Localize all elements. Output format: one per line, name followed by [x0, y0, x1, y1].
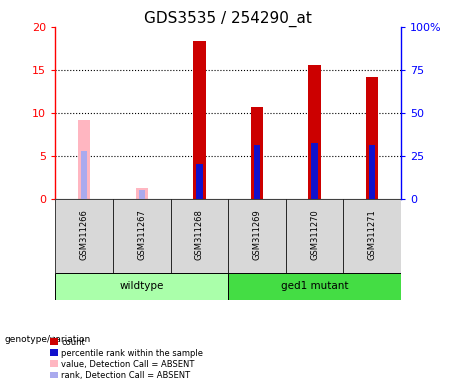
Bar	[113, 199, 171, 273]
Legend: count, percentile rank within the sample, value, Detection Call = ABSENT, rank, : count, percentile rank within the sample…	[50, 338, 203, 380]
Bar	[343, 199, 401, 273]
Bar	[55, 199, 113, 273]
Bar	[196, 164, 203, 199]
Bar	[228, 199, 286, 273]
Bar	[193, 41, 206, 199]
Polygon shape	[53, 337, 57, 343]
Text: GSM311268: GSM311268	[195, 209, 204, 260]
Bar	[366, 77, 378, 199]
Bar	[228, 273, 401, 300]
Bar	[81, 151, 87, 199]
Text: GSM311271: GSM311271	[368, 209, 377, 260]
Text: GSM311267: GSM311267	[137, 209, 146, 260]
Bar	[369, 145, 375, 199]
Text: GSM311266: GSM311266	[80, 209, 89, 260]
Text: ged1 mutant: ged1 mutant	[281, 281, 349, 291]
Bar	[138, 190, 145, 199]
Bar	[311, 143, 318, 199]
Bar	[254, 145, 260, 199]
Text: GSM311269: GSM311269	[253, 209, 261, 260]
Text: wildtype: wildtype	[119, 281, 164, 291]
Text: genotype/variation: genotype/variation	[5, 335, 91, 344]
Title: GDS3535 / 254290_at: GDS3535 / 254290_at	[144, 11, 312, 27]
Bar	[78, 120, 90, 199]
Text: GSM311270: GSM311270	[310, 209, 319, 260]
Bar	[251, 107, 263, 199]
Bar	[55, 273, 228, 300]
Bar	[136, 189, 148, 199]
Bar	[286, 199, 343, 273]
Bar	[308, 65, 321, 199]
Bar	[171, 199, 228, 273]
